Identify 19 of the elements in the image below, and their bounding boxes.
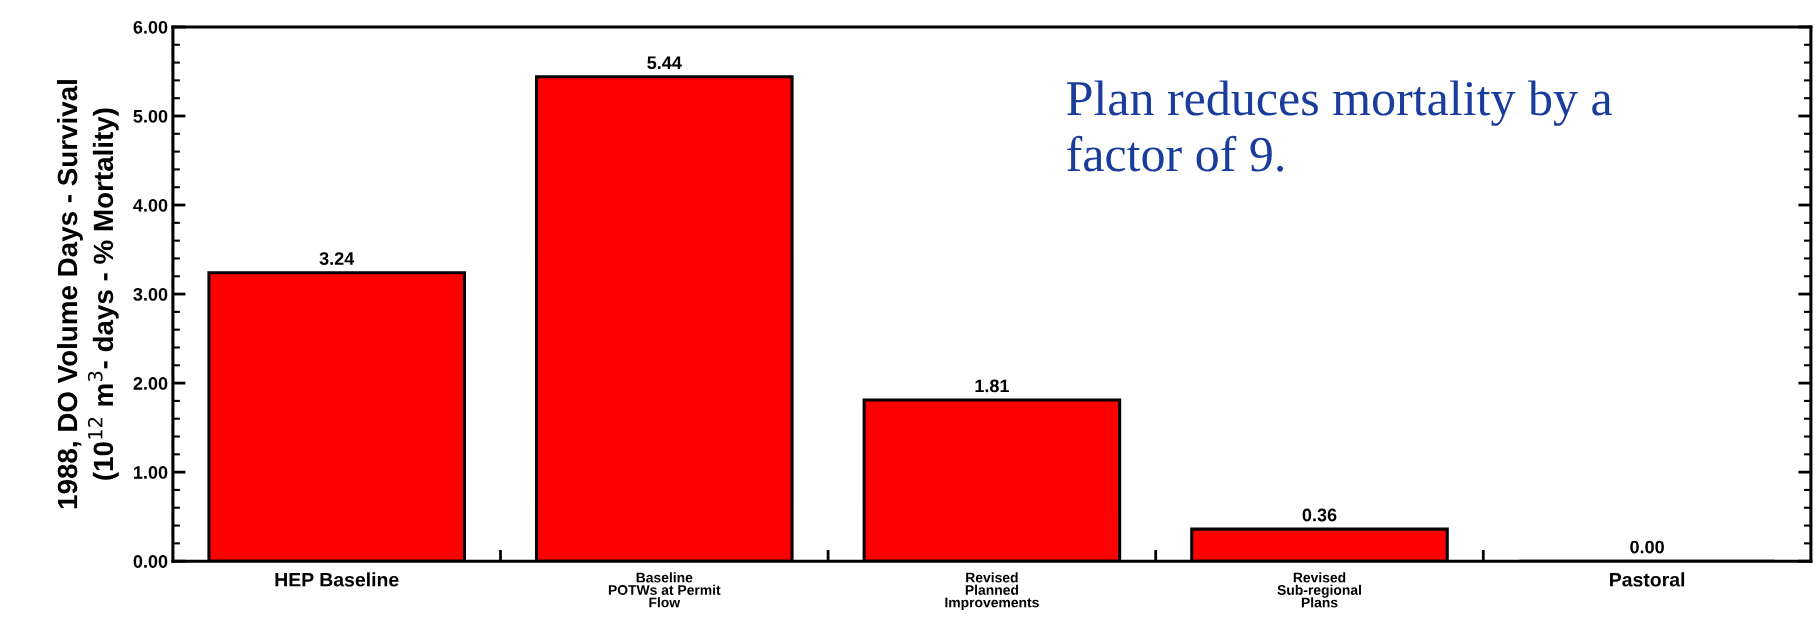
x-tick-label: Revised Planned Improvements [945, 572, 1039, 611]
x-tick-label: Revised Sub-regional Plans [1277, 572, 1361, 608]
y-tick-label: 5.00 [133, 109, 168, 123]
annotation: Plan reduces mortality by a factor of 9. [1067, 80, 1612, 172]
y-tick-label: 2.00 [133, 377, 168, 390]
x-tick-label: HEP Baseline [275, 572, 399, 587]
x-tick-label: Pastoral [1610, 572, 1685, 587]
y-tick-label: 0.00 [133, 555, 168, 568]
y-tick-label: 4.00 [133, 198, 168, 212]
data-label: 0.00 [1630, 540, 1664, 554]
data-label: 0.36 [1302, 508, 1337, 522]
x-tick-label: Baseline POTWs at Permit Flow [608, 572, 721, 608]
y-tick-label: 3.00 [133, 288, 168, 301]
data-label: 5.44 [647, 56, 682, 70]
data-label: 3.24 [319, 252, 355, 265]
y-axis-title: 1988, DO Volume Days - Survival (10$^{12}$ m$^{3}$- days - % Mortality) [56, 80, 119, 509]
data-label: 1.81 [975, 379, 1009, 393]
y-tick-label: 1.00 [134, 466, 168, 479]
y-tick-label: 6.00 [133, 20, 168, 34]
